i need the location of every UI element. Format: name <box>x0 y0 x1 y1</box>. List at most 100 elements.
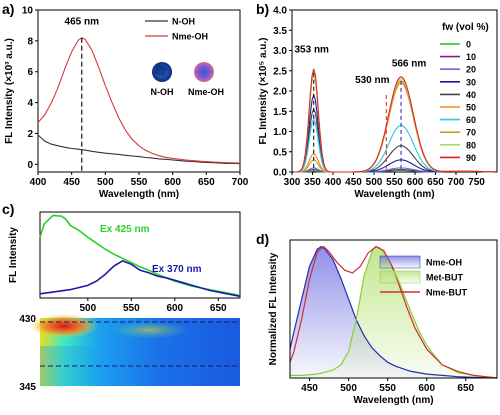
panel-b-y-tick-label: 2.5 <box>273 66 287 77</box>
panel-d-series-nme-oh <box>289 245 498 379</box>
panel-a-y-tick-label: 6 <box>27 67 33 78</box>
panel-c-frame <box>39 211 241 299</box>
panel-b-y-axis-label: FL Intensity (×10⁵ a.u.) <box>258 37 269 144</box>
panel-b-legend-label: 20 <box>466 65 476 75</box>
panel-a-x-tick-label: 550 <box>131 177 148 188</box>
panel-a-x-tick-label: 600 <box>164 177 181 188</box>
vial-n-oh-crystal <box>154 64 168 77</box>
panel-d-x-tick-label: 450 <box>301 383 318 394</box>
panel-c-series-ex-370-nm <box>39 260 241 298</box>
panel-a-series-nme-oh <box>37 37 241 164</box>
panel-b-y-tick-label: 2.0 <box>273 87 287 98</box>
panel-b-y-tick-label: 1.0 <box>273 127 287 138</box>
panel-d-area-met-but <box>290 246 497 378</box>
panel-a-y-tick-label: 2 <box>27 129 33 140</box>
panel-b-legend-label: 80 <box>466 140 476 150</box>
panel-d-frame <box>289 239 498 379</box>
panel-c-heatmap-hotspot <box>30 314 98 338</box>
vial-nme-oh-photo <box>194 62 214 82</box>
panel-d-legend-swatch <box>379 255 421 269</box>
panel-a-x-tick-label: 500 <box>97 177 114 188</box>
panel-d-area-nme-oh <box>290 246 497 378</box>
panel-a-y-tick-label: 4 <box>27 98 33 109</box>
panel-b-legend-label: 70 <box>466 128 476 138</box>
panel-c-heatmap-warm-band <box>110 321 190 339</box>
panel-c-x-tick-label: 500 <box>79 303 96 314</box>
panel-a-peak-annotation: 465 nm <box>65 17 100 28</box>
panel-a-legend-label: Nme-OH <box>172 32 208 42</box>
panel-c: c) 500 550 600 650 Ex 425 nm Ex 370 nm FL Inten… <box>2 201 241 393</box>
panel-b-x-tick-label: 300 <box>284 177 301 188</box>
panel-b-legend-label: 90 <box>466 153 476 163</box>
panel-b-legend-label: 40 <box>466 90 476 100</box>
panel-b-x-tick-label: 450 <box>345 177 362 188</box>
panel-b-label: b) <box>256 1 269 17</box>
panel-c-x-tick-label: 550 <box>123 303 140 314</box>
panel-d-label: d) <box>256 231 269 247</box>
panel-c-heatmap-y-label-top: 430 <box>19 314 36 325</box>
panel-d-x-tick-label: 500 <box>340 383 357 394</box>
vial-nme-oh-label: Nme-OH <box>188 87 224 97</box>
panel-b-annotation-566: 566 nm <box>392 59 427 70</box>
panel-b-x-axis-label: Wavelength (nm) <box>354 189 434 200</box>
panel-a-x-tick-label: 700 <box>232 177 249 188</box>
panel-b-legend-label: 0 <box>466 40 471 50</box>
panel-b-legend-label: 50 <box>466 103 476 113</box>
panel-a-y-tick-label: 8 <box>27 36 33 47</box>
panel-b-x-tick-label: 500 <box>366 177 383 188</box>
panel-b-y-tick-label: 0.5 <box>273 147 287 158</box>
panel-d-legend-label: Met-BUT <box>426 273 463 283</box>
panel-c-x-tick-label: 600 <box>166 303 183 314</box>
panel-d: d) 450 500 550 600 650 Nme-OH Met-BUT Nme-BUT Wav… <box>256 231 498 406</box>
panel-a-x-tick-label: 400 <box>30 177 47 188</box>
panel-b-annotation-353: 353 nm <box>294 45 329 56</box>
panel-c-label-ex370: Ex 370 nm <box>152 264 202 275</box>
panel-d-legend-label: Nme-OH <box>426 258 462 268</box>
panel-d-legend-label: Nme-BUT <box>426 288 468 298</box>
panel-a-y-tick-label: 10 <box>22 6 34 17</box>
panel-b-legend-label: 10 <box>466 52 476 62</box>
panel-b: b)300 350 400 450 500 550 600 650 700 7500.00.51.… <box>256 1 498 200</box>
panel-b-legend-label: 30 <box>466 77 476 87</box>
panel-b-x-tick-label: 650 <box>427 177 444 188</box>
panel-a-label: a) <box>2 1 14 17</box>
panel-a: a) 400 450 500 550 600 650 700 0 2 4 6 8 10 465 nm N-OH… <box>2 1 249 200</box>
panel-c-label: c) <box>2 201 14 217</box>
panel-d-x-tick-label: 550 <box>379 383 396 394</box>
panel-a-y-axis-label: FL Intensity (×10³ a.u.) <box>4 38 15 144</box>
vial-n-oh-label: N-OH <box>151 87 174 97</box>
panel-b-y-tick-label: 4.0 <box>273 6 287 17</box>
panel-a-x-tick-label: 450 <box>63 177 80 188</box>
panel-a-series-n-oh <box>37 134 241 165</box>
panel-a-x-axis-label: Wavelength (nm) <box>99 189 179 200</box>
panel-a-x-tick-label: 650 <box>198 177 215 188</box>
panel-d-x-tick-label: 650 <box>457 383 474 394</box>
panel-b-y-tick-label: 3.5 <box>273 26 287 37</box>
panel-b-annotation-530: 530 nm <box>355 75 390 86</box>
panel-b-legend-label: 60 <box>466 115 476 125</box>
panel-a-y-tick-label: 0 <box>27 160 33 171</box>
panel-c-label-ex425: Ex 425 nm <box>100 224 150 235</box>
panel-b-x-tick-label: 600 <box>407 177 424 188</box>
panel-b-series-90 <box>294 68 495 173</box>
panel-b-x-tick-label: 700 <box>448 177 465 188</box>
panel-b-y-tick-label: 0.0 <box>273 168 287 179</box>
panel-d-series-nme-but <box>289 245 498 379</box>
panel-c-y-axis-label: FL Intensity <box>8 227 19 283</box>
panel-b-x-tick-label: 350 <box>304 177 321 188</box>
panel-c-heatmap-y-label-bottom: 345 <box>19 382 36 393</box>
panel-d-y-axis-label: Normalized FL Intensity <box>268 252 279 365</box>
panel-d-legend-swatch <box>379 270 421 284</box>
panel-b-x-tick-label: 550 <box>386 177 403 188</box>
panel-a-legend-label: N-OH <box>172 17 195 27</box>
panel-b-y-tick-label: 1.5 <box>273 107 287 118</box>
panel-b-x-tick-label: 750 <box>468 177 485 188</box>
panel-b-y-tick-label: 3.0 <box>273 46 287 57</box>
panel-d-x-tick-label: 600 <box>418 383 435 394</box>
panel-b-x-tick-label: 400 <box>325 177 342 188</box>
panel-b-legend-title: fw (vol %) <box>442 22 489 33</box>
panel-b-series-30 <box>294 93 495 173</box>
panel-c-x-tick-label: 650 <box>210 303 227 314</box>
panel-d-x-axis-label: Wavelength (nm) <box>353 395 433 406</box>
